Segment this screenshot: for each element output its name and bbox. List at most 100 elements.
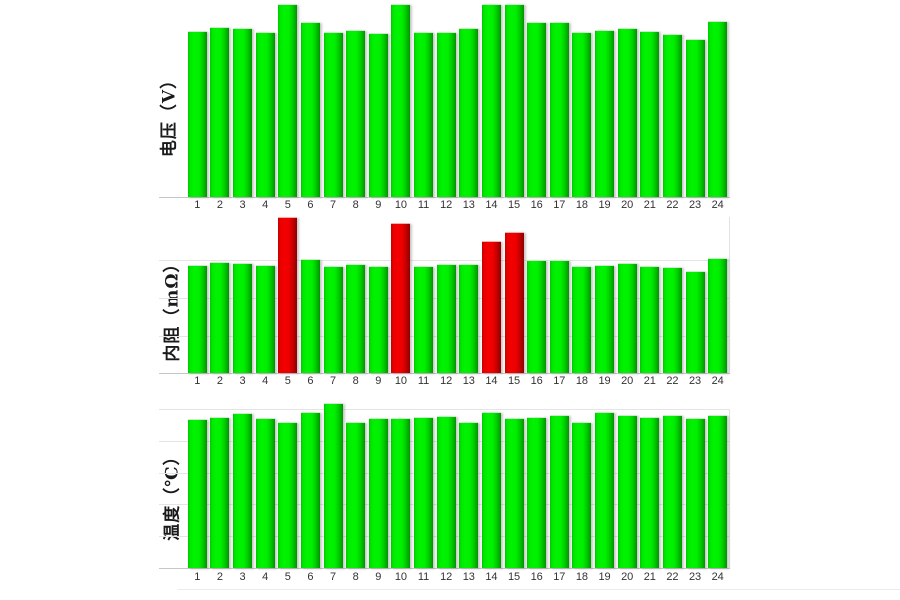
bar-cell-18 [572, 422, 592, 568]
bar-slot [593, 5, 616, 197]
bar-cell-18 [572, 266, 592, 373]
x-tick-label-13: 13 [462, 199, 475, 211]
bar-cell-4 [255, 265, 275, 373]
bar-slot [661, 409, 684, 568]
bar-cell-21 [640, 266, 660, 373]
x-tick-label-22: 22 [666, 571, 679, 583]
bar-cell-20 [617, 415, 637, 568]
temperature-bar-chart [159, 403, 730, 568]
bar-slot [616, 409, 639, 568]
x-tick-label-17: 17 [553, 375, 566, 387]
bar-slot [277, 4, 300, 197]
bar-cell-16 [527, 417, 547, 568]
bar-cell-15 [504, 4, 524, 197]
x-tick-label-24: 24 [711, 375, 724, 387]
bar-cell-8 [346, 30, 366, 197]
bar-slot [503, 4, 526, 197]
bar-cell-24 [708, 21, 728, 197]
x-tick-label-20: 20 [621, 375, 634, 387]
bar-cell-12 [436, 32, 456, 197]
x-tick-label-21: 21 [643, 199, 656, 211]
bar-slot [186, 409, 209, 568]
x-tick-label-16: 16 [530, 375, 543, 387]
alert-bar-cell-15 [504, 232, 524, 373]
bar-cell-4 [255, 418, 275, 568]
x-tick-label-8: 8 [352, 375, 359, 387]
voltage-bar-chart [186, 4, 729, 197]
bar-slot [684, 217, 707, 373]
bar-slot [231, 217, 254, 373]
temperature-axis-label: 温度（℃） [162, 447, 183, 541]
alert-bar-cell-10 [391, 223, 411, 373]
bar-cell-9 [368, 266, 388, 373]
bar-cell-14 [481, 412, 501, 568]
x-tick-label-14: 14 [485, 571, 498, 583]
x-tick-label-9: 9 [375, 375, 382, 387]
bar-slot [367, 409, 390, 568]
bar-slot [186, 217, 209, 373]
bar-slot [661, 217, 684, 373]
bar-cell-16 [527, 260, 547, 373]
bar-cell-7 [323, 403, 343, 568]
bar-slot [571, 409, 594, 568]
bar-cell-11 [414, 417, 434, 568]
bar-slot [480, 217, 503, 373]
x-tick-label-8: 8 [352, 199, 359, 211]
x-tick-label-3: 3 [239, 199, 246, 211]
bar-cell-2 [210, 27, 230, 197]
bar-slot [684, 409, 707, 568]
bar-slot [390, 4, 413, 197]
bar-cell-11 [414, 32, 434, 197]
bar-cell-18 [572, 32, 592, 197]
bar-cell-17 [549, 415, 569, 568]
bar-slot [525, 5, 548, 197]
x-tick-label-23: 23 [688, 199, 702, 211]
bar-cell-1 [187, 265, 207, 373]
x-tick-label-15: 15 [507, 571, 521, 583]
x-tick-label-1: 1 [194, 375, 201, 387]
x-tick-label-18: 18 [575, 571, 589, 583]
bar-slot [299, 5, 322, 197]
x-tick-label-2: 2 [216, 199, 223, 211]
x-tick-label-18: 18 [575, 199, 589, 211]
bar-slot [322, 5, 345, 197]
bar-cell-6 [300, 22, 320, 197]
x-tick-label-22: 22 [666, 199, 679, 211]
resistance-x-tick-labels: 1 2 3 4 5 6 7 8 9 10 11 12 13 14 15 16 17 18 19 20 21 22 23 24 [186, 375, 729, 387]
bar-cell-17 [549, 22, 569, 197]
bar-cell-17 [549, 260, 569, 373]
bar-cell-22 [662, 415, 682, 568]
bar-cell-8 [346, 422, 366, 568]
bar-cell-10 [391, 418, 411, 568]
x-tick-label-16: 16 [530, 199, 543, 211]
bar-cell-22 [662, 34, 682, 197]
alert-bar-cell-5 [278, 217, 298, 373]
bar-cell-23 [685, 271, 705, 373]
voltage-axis-label: 电压（V） [159, 70, 180, 158]
x-tick-label-9: 9 [375, 571, 382, 583]
x-tick-label-7: 7 [330, 571, 337, 583]
bar-cell-3 [233, 28, 253, 197]
bar-slot [344, 217, 367, 373]
bar-slot [209, 217, 232, 373]
bar-cell-14 [481, 4, 501, 197]
bar-cell-1 [187, 419, 207, 568]
bar-cell-1 [187, 31, 207, 197]
x-tick-label-12: 12 [440, 571, 453, 583]
x-tick-label-22: 22 [666, 375, 679, 387]
panel-bottom-divider [178, 589, 900, 590]
bar-slot [571, 5, 594, 197]
x-tick-label-1: 1 [194, 571, 201, 583]
x-tick-label-11: 11 [417, 375, 430, 387]
bar-slot [706, 217, 729, 373]
x-tick-label-7: 7 [330, 375, 337, 387]
bar-slot [639, 217, 662, 373]
bar-cell-2 [210, 262, 230, 373]
bar-slot [322, 403, 345, 568]
bar-slot [639, 5, 662, 197]
bar-slot [412, 5, 435, 197]
bar-cell-13 [459, 264, 479, 373]
bar-slot [254, 409, 277, 568]
x-tick-label-15: 15 [507, 375, 521, 387]
x-tick-label-23: 23 [688, 375, 702, 387]
